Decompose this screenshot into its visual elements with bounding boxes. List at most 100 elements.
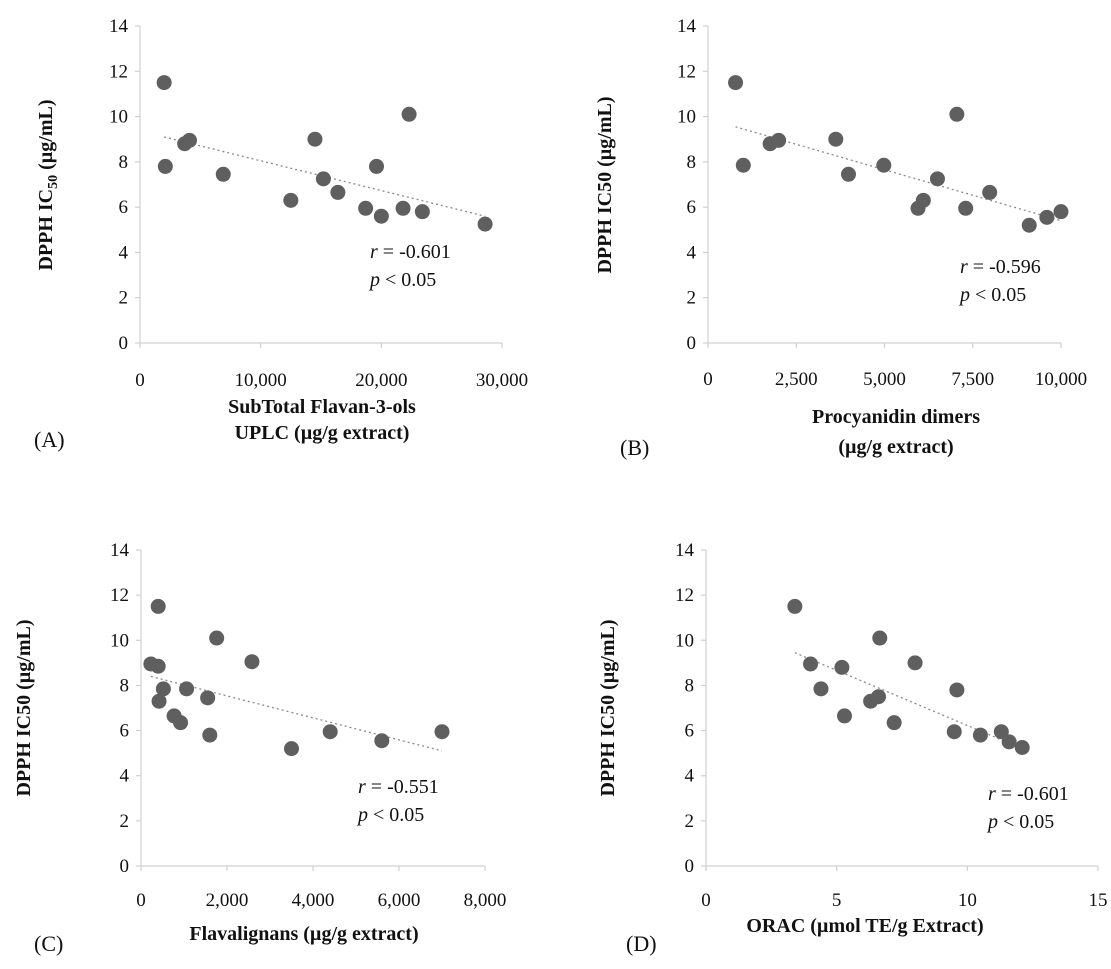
panel-a: 0 2 4 6 8 10 12 14 0 10,000 20,000 30,000 DPPH IC50 … — [34, 16, 528, 452]
data-point — [322, 724, 338, 740]
data-point — [157, 158, 173, 174]
data-point — [173, 715, 189, 731]
data-point — [244, 654, 260, 670]
data-point — [358, 200, 374, 216]
p-statistic: p < 0.05 — [368, 269, 436, 291]
data-point — [949, 106, 965, 122]
x-tick-label: 20,000 — [355, 370, 407, 391]
x-tick-label: 0 — [703, 369, 713, 390]
data-point — [876, 157, 892, 173]
y-tick-label: 14 — [675, 540, 695, 561]
data-point — [395, 200, 411, 216]
data-point — [181, 132, 197, 148]
p-statistic: p < 0.05 — [986, 811, 1054, 833]
x-tick-label: 2,500 — [775, 369, 818, 390]
data-point — [958, 200, 974, 216]
y-tick-label: 4 — [687, 242, 697, 263]
data-point — [771, 132, 787, 148]
x-tick-label: 8,000 — [464, 890, 507, 911]
x-axis-label: Flavalignans (µg/g extract) — [189, 923, 418, 945]
y-axis-label: DPPH IC50 (µg/mL) — [13, 619, 35, 796]
x-axis-label: Procyanidin dimers — [812, 406, 980, 428]
x-tick-label: 10 — [958, 890, 977, 911]
data-point — [993, 724, 1009, 740]
data-point — [155, 681, 171, 697]
x-tick-label: 0 — [136, 890, 146, 911]
data-point — [907, 655, 923, 671]
data-point — [735, 157, 751, 173]
data-point — [283, 192, 299, 208]
x-axis-label: (µg/g extract) — [838, 436, 953, 458]
data-point — [209, 630, 225, 646]
y-tick-label: 10 — [677, 107, 696, 128]
y-tick-label: 8 — [685, 675, 695, 696]
trendline — [794, 652, 1023, 750]
y-tick-label: 12 — [110, 585, 129, 606]
data-point — [915, 192, 931, 208]
y-tick-label: 0 — [119, 333, 129, 354]
y-tick-label: 6 — [119, 197, 129, 218]
y-tick-label: 6 — [687, 197, 697, 218]
y-axis-label: DPPH IC50 (µg/mL) — [597, 619, 619, 796]
trendline — [735, 126, 1062, 222]
y-tick-label: 12 — [109, 61, 128, 82]
x-tick-label: 2,000 — [206, 890, 249, 911]
y-tick-label: 8 — [687, 152, 697, 173]
data-point — [787, 598, 803, 614]
data-point — [330, 184, 346, 200]
y-tick-label: 12 — [675, 585, 694, 606]
x-tick-label: 6,000 — [378, 890, 421, 911]
data-point — [972, 727, 988, 743]
data-point — [202, 727, 218, 743]
data-point — [150, 658, 166, 674]
r-statistic: r = -0.601 — [988, 783, 1069, 805]
x-tick-label: 10,000 — [235, 370, 287, 391]
r-statistic: r = -0.551 — [358, 776, 439, 798]
y-tick-label: 14 — [110, 540, 130, 561]
x-tick-label: 15 — [1089, 890, 1108, 911]
y-tick-label: 6 — [120, 721, 130, 742]
data-point — [949, 682, 965, 698]
y-tick-label: 0 — [685, 856, 695, 877]
y-tick-label: 10 — [110, 630, 129, 651]
x-tick-label: 10,000 — [1035, 369, 1087, 390]
y-tick-label: 8 — [120, 675, 130, 696]
x-axis-label: SubTotal Flavan-3-ols — [228, 396, 416, 418]
y-tick-label: 8 — [119, 152, 129, 173]
x-tick-label: 0 — [701, 890, 711, 911]
data-point — [284, 741, 299, 757]
data-point — [840, 166, 856, 182]
y-axis-label: DPPH IC50 (µg/mL) — [35, 99, 61, 270]
data-point — [1039, 209, 1055, 225]
panel-b: 0 2 4 6 8 10 12 14 0 2,500 5,000 7,500 10,000 DPPH IC… — [594, 16, 1087, 460]
y-tick-label: 4 — [120, 766, 130, 787]
y-tick-label: 2 — [120, 811, 130, 832]
y-tick-label: 10 — [109, 107, 128, 128]
data-point — [373, 208, 389, 224]
x-tick-label: 4,000 — [292, 890, 335, 911]
r-statistic: r = -0.596 — [960, 256, 1041, 278]
x-tick-label: 7,500 — [951, 369, 994, 390]
data-point — [872, 630, 888, 646]
panel-c: 0 2 4 6 8 10 12 14 0 2,000 4,000 6,000 8,000 DPPH IC5… — [13, 540, 506, 956]
x-axis-label: ORAC (µmol TE/g Extract) — [746, 915, 983, 937]
data-point — [151, 693, 167, 709]
data-point — [200, 690, 216, 706]
panel-d: 0 2 4 6 8 10 12 14 0 5 10 15 DPPH IC50 (µg/mL) ORAC (… — [597, 540, 1108, 956]
data-point — [477, 216, 493, 232]
data-point — [946, 724, 962, 740]
panel-letter: (B) — [620, 435, 649, 460]
trendline — [150, 675, 443, 752]
y-tick-label: 2 — [685, 811, 695, 832]
panel-letter: (A) — [34, 427, 65, 452]
data-point — [834, 659, 850, 675]
data-point — [215, 166, 231, 182]
data-point — [886, 715, 902, 731]
data-point — [179, 681, 195, 697]
data-point — [813, 681, 829, 697]
data-point — [870, 689, 886, 705]
data-point — [150, 598, 166, 614]
data-point — [728, 75, 744, 91]
